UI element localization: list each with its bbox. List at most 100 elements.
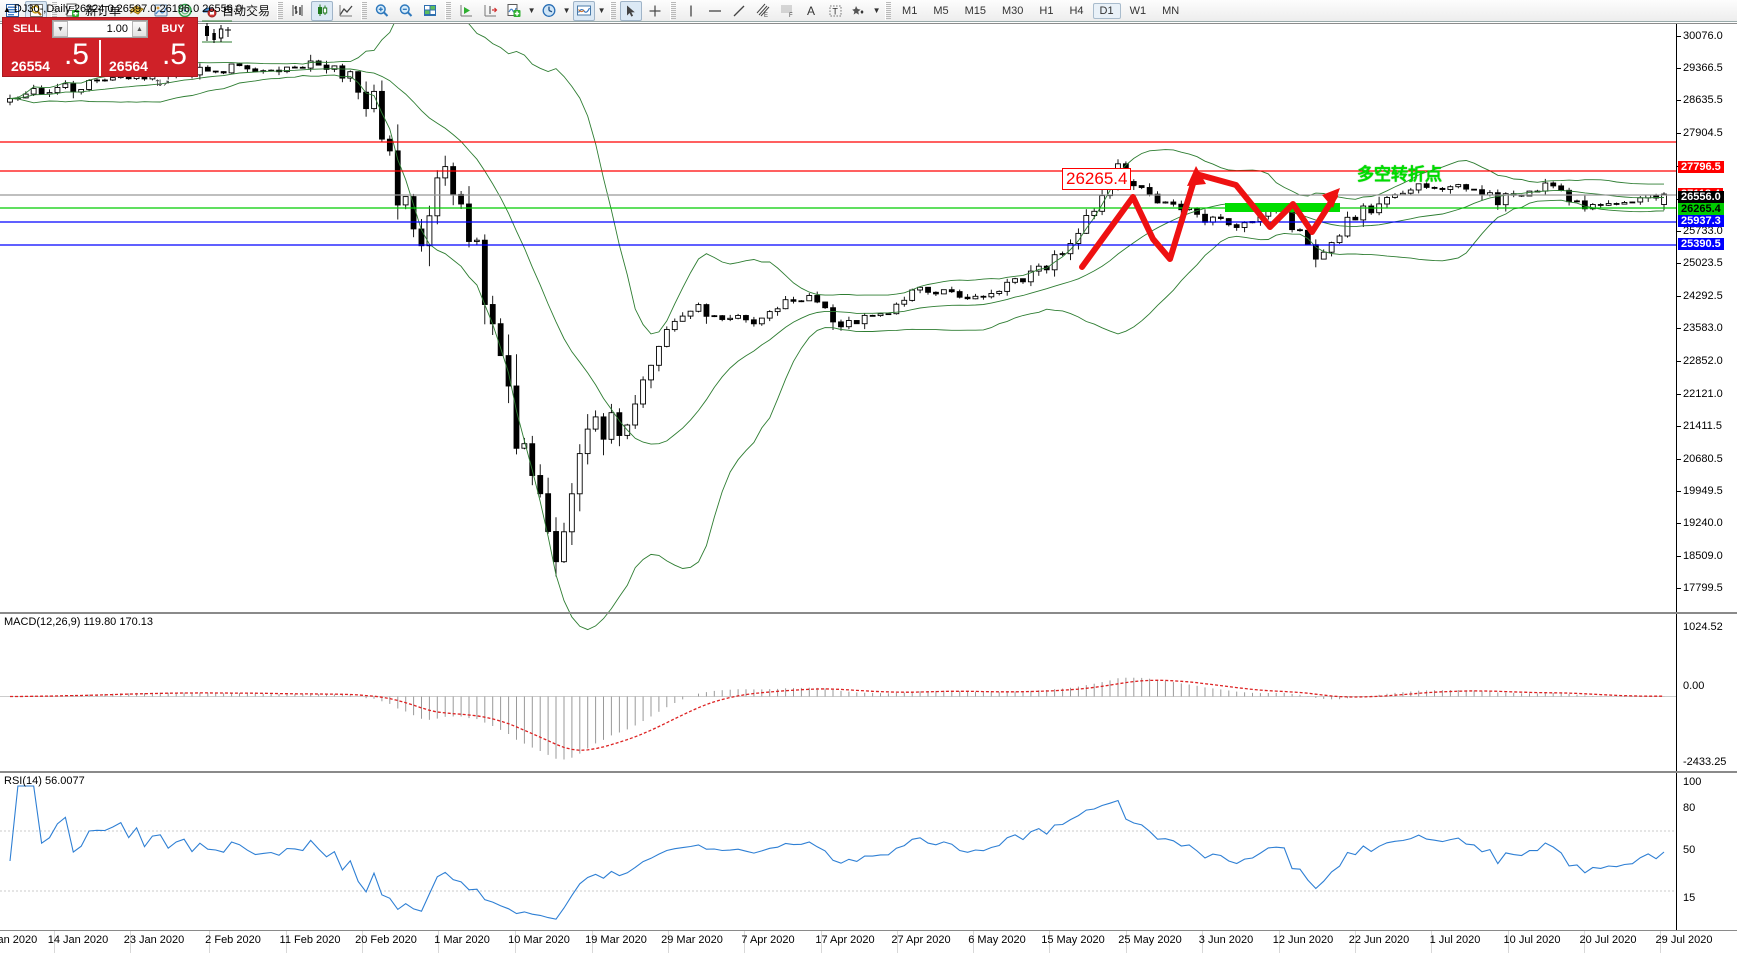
chart-container[interactable]: 30076.029366.528635.527904.527173.526442… — [0, 23, 1737, 953]
horizontal-line-icon[interactable] — [704, 1, 726, 21]
auto-trading-icon[interactable] — [198, 1, 220, 21]
sell-button[interactable]: 26554 .5 — [3, 38, 99, 76]
shapes-icon[interactable] — [848, 1, 870, 21]
price-tick-label: 30076.0 — [1683, 29, 1723, 42]
periods-dropdown-icon[interactable]: ▼ — [562, 6, 571, 15]
market-watch-icon[interactable] — [1, 1, 23, 21]
date-tick-mark — [1431, 931, 1432, 953]
candlestick-chart-icon[interactable] — [311, 0, 334, 21]
bar-chart-icon[interactable] — [287, 1, 309, 21]
toolbar-separator — [445, 1, 452, 20]
date-axis[interactable]: 5 Jan 2020 14 Jan 2020 23 Jan 2020 2 Feb 20… — [0, 930, 1737, 953]
metaeditor-icon[interactable] — [150, 1, 172, 21]
templates-icon[interactable] — [573, 0, 596, 21]
indicators-icon[interactable] — [503, 1, 525, 21]
date-tick-mark — [438, 931, 439, 953]
date-tick-label: 7 Apr 2020 — [741, 934, 795, 946]
sell-label[interactable]: SELL — [3, 18, 51, 40]
symbol-info-bar[interactable]: ▲ DJ30-,Daily 26324.0 26597.0 26196.0 265… — [3, 3, 242, 15]
text-label-icon[interactable]: T — [824, 1, 846, 21]
date-tick-label: 12 Jun 2020 — [1272, 934, 1334, 946]
volume-value[interactable]: 1.00 — [106, 23, 128, 35]
toolbar-separator — [610, 1, 617, 20]
collapse-arrow-icon[interactable]: ▲ — [3, 5, 11, 14]
price-level-chip[interactable]: 26265.4 — [1678, 203, 1724, 215]
price-level-chip[interactable]: 25390.5 — [1678, 238, 1724, 250]
volume-stepper[interactable]: ▼ 1.00 ▲ — [52, 20, 148, 38]
price-tick-label: 19240.0 — [1683, 517, 1723, 530]
chart-shift-icon[interactable] — [479, 1, 501, 21]
red-arrowhead-up — [1187, 166, 1206, 186]
timeframe-w1[interactable]: W1 — [1129, 4, 1147, 17]
rsi-axis-label: 15 — [1683, 892, 1696, 904]
buy-button[interactable]: 26564 .5 — [99, 38, 197, 76]
price-tick-mark — [1677, 360, 1681, 362]
date-tick-label: 1 Jul 2020 — [1429, 934, 1481, 946]
price-tick-mark — [1677, 425, 1681, 427]
data-window-icon[interactable] — [25, 0, 47, 21]
auto-scroll-icon[interactable] — [455, 1, 477, 21]
fibonacci-retracement-icon[interactable]: F — [776, 1, 798, 21]
expert-advisor-icon[interactable] — [126, 1, 148, 21]
signals-icon[interactable] — [174, 1, 196, 21]
date-tick-mark — [1584, 931, 1585, 953]
templates-dropdown-icon[interactable]: ▼ — [597, 6, 606, 15]
text-icon[interactable]: A — [807, 3, 816, 18]
date-tick-label: 29 Jul 2020 — [1655, 934, 1713, 946]
trendline-icon[interactable] — [728, 1, 750, 21]
periods-icon[interactable] — [538, 1, 560, 21]
date-tick-label: 1 Mar 2020 — [434, 934, 490, 946]
shapes-dropdown-icon[interactable]: ▼ — [872, 6, 881, 15]
date-tick-label: 27 Apr 2020 — [891, 934, 951, 946]
volume-up-icon[interactable]: ▲ — [132, 21, 147, 37]
price-tick-label: 27904.5 — [1683, 127, 1723, 140]
macd-histogram — [25, 677, 1665, 760]
price-level-chip[interactable]: 26556.0 — [1678, 191, 1724, 203]
price-level-chip[interactable]: 27796.5 — [1678, 161, 1724, 173]
timeframe-h1[interactable]: H1 — [1039, 4, 1054, 17]
price-tick-label: 22121.0 — [1683, 387, 1723, 400]
buy-label[interactable]: BUY — [149, 18, 197, 40]
svg-text:E: E — [764, 13, 768, 18]
sell-price-integer: 26554 — [11, 58, 50, 74]
one-click-trading-panel[interactable]: SELL ▼ 1.00 ▲ BUY 26554 .5 26564 .5 — [2, 17, 198, 77]
timeframe-h4[interactable]: H4 — [1069, 4, 1084, 17]
volume-down-icon[interactable]: ▼ — [53, 21, 68, 37]
new-order-label[interactable]: 新订单 — [85, 4, 122, 18]
date-tick-label: 20 Jul 2020 — [1579, 934, 1637, 946]
date-tick-mark — [286, 931, 287, 953]
grid-icon[interactable] — [419, 1, 441, 21]
vertical-line-icon[interactable] — [680, 1, 702, 21]
equidistant-channel-icon[interactable]: E — [752, 1, 774, 21]
sell-price-decimal: .5 — [63, 38, 89, 71]
line-chart-icon[interactable] — [335, 1, 357, 21]
red-forecast-zigzag — [1079, 171, 1338, 270]
price-level-chip[interactable]: 25937.3 — [1678, 215, 1724, 227]
date-tick-label: 6 May 2020 — [968, 934, 1026, 946]
date-tick-label: 20 Feb 2020 — [355, 934, 417, 946]
auto-trading-label[interactable]: 自动交易 — [222, 4, 271, 18]
timeframe-m1[interactable]: M1 — [902, 4, 918, 17]
zoom-in-icon[interactable] — [371, 1, 393, 21]
trade-panel-top-row: SELL ▼ 1.00 ▲ BUY — [3, 18, 197, 40]
rsi-axis-label: 50 — [1683, 844, 1696, 856]
timeframe-m15[interactable]: M15 — [964, 4, 986, 17]
crosshair-icon[interactable] — [644, 1, 666, 21]
timeframe-m30[interactable]: M30 — [1002, 4, 1024, 17]
price-annotation-box: 26265.4 — [1062, 168, 1132, 190]
toolbar-separator — [885, 1, 892, 20]
price-tick-mark — [1677, 295, 1681, 297]
timeframe-mn[interactable]: MN — [1162, 4, 1180, 17]
macd-panel-separator — [0, 612, 1737, 614]
zoom-out-icon[interactable] — [395, 1, 417, 21]
date-tick-label: 19 Mar 2020 — [585, 934, 647, 946]
cursor-icon[interactable] — [620, 0, 643, 21]
new-order-icon[interactable] — [61, 1, 83, 21]
green-support-zone — [1225, 203, 1340, 212]
timeframe-d1[interactable]: D1 — [1092, 2, 1121, 19]
price-axis[interactable]: 30076.029366.528635.527904.527173.526442… — [1676, 24, 1737, 930]
timeframe-m5[interactable]: M5 — [933, 4, 949, 17]
price-tick-label: 24292.5 — [1683, 289, 1723, 302]
macd-signal-line — [10, 679, 1664, 751]
indicators-dropdown-icon[interactable]: ▼ — [527, 6, 536, 15]
